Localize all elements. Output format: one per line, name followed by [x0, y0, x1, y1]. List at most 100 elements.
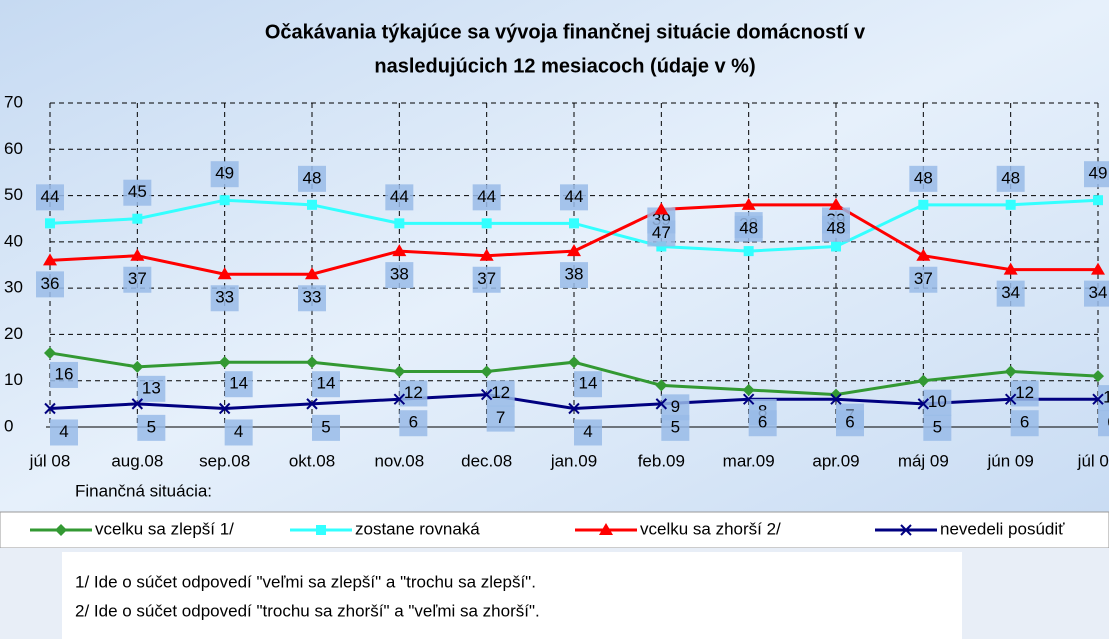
marker [567, 244, 581, 257]
data-label: 5 [933, 417, 942, 436]
data-label: 14 [229, 374, 248, 393]
data-label-box [748, 410, 777, 437]
legend-label: vcelku sa zhorší 2/ [640, 519, 781, 538]
data-label: 4 [59, 422, 68, 441]
data-label: 5 [321, 417, 330, 436]
data-label: 33 [215, 288, 234, 307]
marker [392, 244, 407, 257]
data-label: 48 [827, 218, 846, 237]
y-tick-label: 0 [4, 416, 13, 435]
data-label: 12 [404, 383, 423, 402]
data-label: 48 [739, 218, 758, 237]
marker [219, 195, 230, 206]
data-label: 4 [583, 422, 592, 441]
marker [393, 365, 406, 378]
x-tick-label: nov.08 [374, 451, 424, 470]
data-label-box [923, 414, 952, 441]
legend-label: zostane rovnaká [355, 519, 480, 538]
data-label: 45 [128, 182, 147, 201]
notes-box [62, 552, 962, 639]
data-label-box [36, 271, 64, 298]
data-label-box [224, 419, 253, 446]
marker [1004, 393, 1017, 405]
data-label-box [822, 215, 850, 242]
data-label-box [298, 165, 326, 192]
data-label-box [923, 389, 952, 416]
data-label: 38 [565, 265, 584, 284]
marker [1004, 365, 1017, 378]
y-tick-label: 50 [4, 185, 23, 204]
data-label-box [298, 285, 326, 312]
marker [900, 524, 912, 536]
marker [916, 248, 931, 261]
y-tick-label: 10 [4, 370, 23, 389]
data-label-box [385, 262, 414, 289]
marker [307, 199, 317, 210]
data-label: 33 [303, 288, 322, 307]
data-label: 34 [1089, 283, 1108, 302]
x-tick-label: mar.09 [723, 451, 775, 470]
chart-title: Očakávania týkajúce sa vývoja finančnej … [265, 21, 866, 43]
marker [1005, 199, 1016, 210]
data-label: 14 [317, 374, 336, 393]
data-label: 37 [128, 269, 147, 288]
data-label: 16 [55, 364, 74, 383]
x-tick-label: feb.09 [638, 451, 685, 470]
y-tick-label: 20 [4, 324, 23, 343]
data-label: 44 [477, 187, 496, 206]
data-label-box [574, 371, 602, 398]
data-label-box [472, 184, 501, 211]
marker [481, 218, 492, 229]
marker [130, 248, 145, 261]
data-label-box [560, 262, 588, 289]
data-label-box [836, 410, 864, 437]
x-tick-label: okt.08 [289, 451, 335, 470]
marker [1003, 262, 1018, 275]
marker [917, 374, 930, 387]
data-label: 13 [142, 378, 161, 397]
marker [43, 253, 57, 266]
data-label-box [472, 266, 501, 293]
data-label-box [399, 380, 428, 407]
data-label-box [996, 280, 1025, 307]
data-label-box [385, 184, 414, 211]
x-tick-label: júl 08 [29, 451, 71, 470]
marker [44, 346, 56, 359]
x-tick-label: máj 09 [898, 451, 949, 470]
data-label-box [123, 266, 152, 293]
data-label-box [137, 414, 166, 441]
x-tick-label: jún 09 [987, 451, 1034, 470]
marker [656, 241, 667, 252]
marker [741, 197, 756, 210]
data-label: 38 [390, 265, 409, 284]
data-label: 48 [1001, 168, 1020, 187]
marker [480, 365, 493, 378]
marker [44, 402, 56, 415]
marker [1091, 262, 1105, 275]
marker [917, 398, 930, 410]
data-label: 37 [914, 269, 933, 288]
marker [654, 202, 669, 215]
data-label-box [1084, 161, 1109, 188]
data-label: 47 [652, 223, 671, 242]
data-label: 36 [41, 274, 60, 293]
data-label: 6 [409, 413, 418, 432]
data-label-box [312, 371, 340, 398]
data-label-box [996, 165, 1025, 192]
y-tick-label: 70 [4, 92, 23, 111]
data-label: 5 [671, 417, 680, 436]
marker [305, 267, 319, 280]
data-label: 49 [215, 164, 234, 183]
note: 2/ Ide o súčet odpovedí "trochu sa zhorš… [75, 601, 540, 620]
marker [393, 393, 406, 405]
data-label-box [50, 419, 78, 446]
data-label-box [486, 380, 515, 407]
data-label-box [137, 375, 166, 402]
marker [55, 524, 67, 536]
data-label-box [647, 220, 676, 247]
data-label-box [210, 285, 239, 312]
data-label-box [36, 184, 64, 211]
marker [306, 398, 318, 410]
marker [918, 199, 929, 210]
